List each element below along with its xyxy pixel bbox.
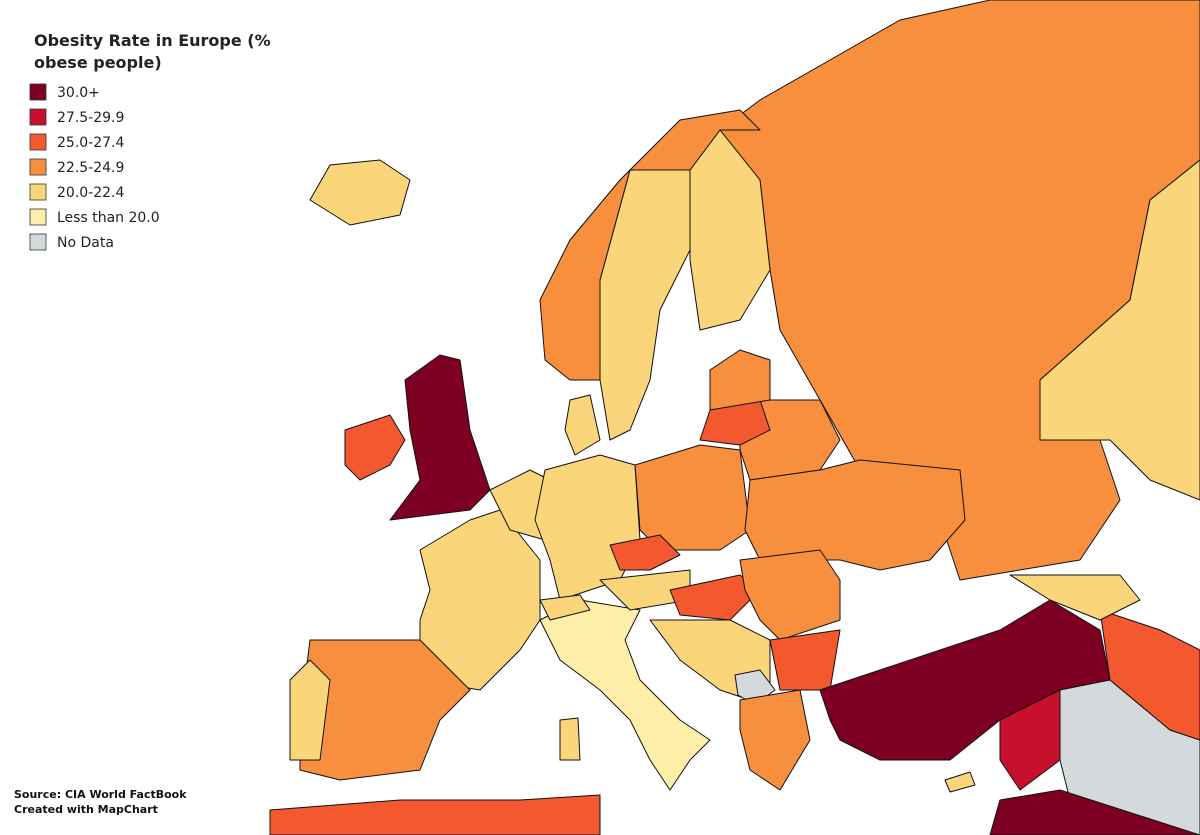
credit: Created with MapChart xyxy=(14,803,158,816)
legend: 30.0+ 27.5-29.9 25.0-27.4 22.5-24.9 20.0-22.… xyxy=(29,83,160,251)
legend-label: Less than 20.0 xyxy=(57,210,160,226)
north-africa xyxy=(269,794,601,835)
map-title: Obesity Rate in Europe (% obese people) xyxy=(34,31,276,72)
ireland xyxy=(344,414,406,481)
norway xyxy=(539,109,761,381)
title-line: obese people) xyxy=(34,53,162,72)
legend-label: 25.0-27.4 xyxy=(57,135,124,151)
france xyxy=(419,509,541,691)
legend-swatch xyxy=(29,233,47,251)
iran xyxy=(1099,609,1200,741)
legend-swatch xyxy=(29,133,47,151)
legend-swatch xyxy=(29,183,47,201)
countries xyxy=(269,0,1200,835)
czechia xyxy=(609,534,681,571)
syria xyxy=(999,689,1061,791)
kazakhstan xyxy=(1039,159,1200,501)
portugal xyxy=(289,659,331,761)
legend-swatch xyxy=(29,83,47,101)
legend-label: 20.0-22.4 xyxy=(57,185,124,201)
greece xyxy=(739,689,811,791)
legend-swatch xyxy=(29,158,47,176)
poland xyxy=(634,444,751,551)
italy xyxy=(539,599,711,791)
source: Source: CIA World FactBook xyxy=(14,788,187,801)
ukraine xyxy=(744,459,966,571)
sardinia xyxy=(559,717,581,761)
denmark xyxy=(564,394,601,456)
cyprus xyxy=(944,771,976,793)
legend-swatch xyxy=(29,108,47,126)
title-line: Obesity Rate in Europe (% xyxy=(34,31,271,50)
hungary xyxy=(669,574,761,621)
legend-label: 30.0+ xyxy=(57,85,100,101)
finland xyxy=(689,129,771,331)
bulgaria xyxy=(769,629,841,691)
romania xyxy=(739,549,841,641)
middle-east xyxy=(989,789,1200,835)
legend-label: 22.5-24.9 xyxy=(57,160,124,176)
switzerland xyxy=(539,594,591,621)
legend-swatch xyxy=(29,208,47,226)
legend-label: 27.5-29.9 xyxy=(57,110,124,126)
latvia-estonia xyxy=(709,349,771,411)
united-kingdom xyxy=(389,354,491,521)
legend-label: No Data xyxy=(57,235,114,251)
caucasus xyxy=(1009,574,1141,621)
iceland xyxy=(309,159,411,226)
